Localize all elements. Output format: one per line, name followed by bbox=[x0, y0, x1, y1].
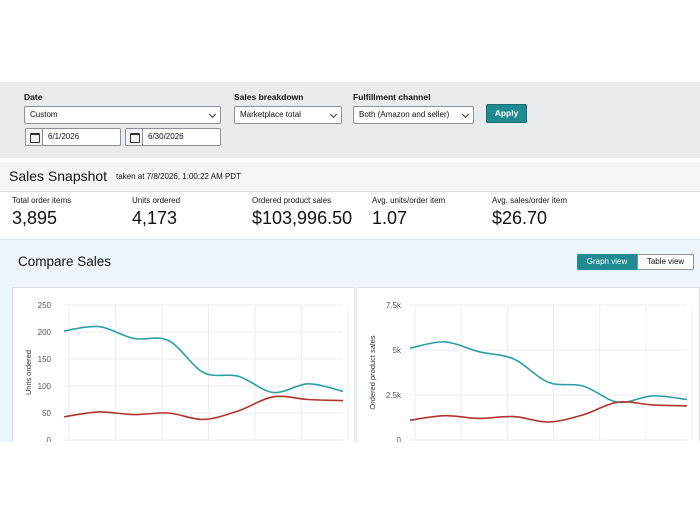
metric-value: 1.07 bbox=[372, 208, 408, 228]
start-date-field[interactable]: 6/1/2026 bbox=[25, 128, 121, 146]
filter-bar: Date Custom 6/1/2026 6/30/2026 Sales bre… bbox=[0, 82, 700, 158]
end-date-value: 6/30/2026 bbox=[148, 132, 184, 141]
chevron-down-icon bbox=[208, 110, 217, 119]
units-ordered-chart-svg: 0 50 100 150 200 250 Units ordered bbox=[24, 301, 349, 442]
metric-value: 4,173 bbox=[132, 208, 178, 228]
snapshot-timestamp: taken at 7/8/2026, 1:00:22 AM PDT bbox=[116, 172, 241, 181]
series-line-red bbox=[63, 395, 344, 421]
compare-sales-title: Compare Sales bbox=[18, 254, 112, 269]
series-line-teal bbox=[63, 325, 344, 394]
metric-total-order-items: Total order items 3,895 bbox=[12, 196, 71, 229]
fulfillment-channel-label: Fulfillment channel bbox=[353, 92, 431, 102]
y-axis-label: Ordered product sales bbox=[368, 335, 377, 409]
ordered-product-sales-chart-svg: 0 2.5k 5k 7.5k Ordered product sales bbox=[368, 301, 693, 442]
fulfillment-channel-value: Both (Amazon and seller) bbox=[359, 110, 450, 119]
sales-breakdown-select[interactable]: Marketplace total bbox=[234, 106, 342, 124]
sales-breakdown-value: Marketplace total bbox=[240, 110, 301, 119]
date-preset-value: Custom bbox=[30, 110, 58, 119]
sales-breakdown-label: Sales breakdown bbox=[234, 92, 304, 102]
y-tick-label: 2.5k bbox=[386, 391, 402, 400]
metric-avg-sales-per-order-item: Avg. sales/order item $26.70 bbox=[492, 196, 567, 229]
metric-label: Avg. sales/order item bbox=[492, 196, 567, 205]
metric-label: Units ordered bbox=[132, 196, 181, 205]
y-tick-label: 150 bbox=[38, 355, 52, 364]
y-tick-label: 0 bbox=[397, 436, 402, 442]
start-date-value: 6/1/2026 bbox=[48, 132, 80, 141]
series-line-teal bbox=[409, 341, 688, 404]
apply-button[interactable]: Apply bbox=[486, 104, 527, 123]
y-tick-label: 250 bbox=[38, 301, 52, 310]
calendar-icon[interactable] bbox=[126, 129, 143, 145]
y-tick-label: 7.5k bbox=[386, 301, 402, 310]
metric-ordered-product-sales: Ordered product sales $103,996.50 bbox=[252, 196, 352, 229]
calendar-icon[interactable] bbox=[26, 129, 43, 145]
y-tick-label: 0 bbox=[47, 436, 52, 442]
series-line-red bbox=[409, 401, 688, 423]
date-preset-select[interactable]: Custom bbox=[24, 106, 221, 124]
metric-label: Ordered product sales bbox=[252, 196, 332, 205]
date-label: Date bbox=[24, 92, 43, 102]
end-date-field[interactable]: 6/30/2026 bbox=[125, 128, 221, 146]
compare-sales-section: Compare Sales Graph view Table view 0 50 1… bbox=[0, 239, 700, 442]
snapshot-title: Sales Snapshot bbox=[9, 168, 108, 184]
y-axis-label: Units ordered bbox=[24, 350, 33, 395]
chevron-down-icon bbox=[329, 110, 338, 119]
sales-snapshot-header: Sales Snapshot taken at 7/8/2026, 1:00:2… bbox=[0, 162, 700, 192]
ordered-product-sales-chart: 0 2.5k 5k 7.5k Ordered product sales bbox=[356, 287, 700, 442]
metric-avg-units-per-order-item: Avg. units/order item 1.07 bbox=[372, 196, 445, 229]
table-view-button[interactable]: Table view bbox=[637, 254, 694, 270]
graph-view-button[interactable]: Graph view bbox=[577, 254, 637, 270]
metric-value: $26.70 bbox=[492, 208, 548, 228]
y-tick-label: 200 bbox=[38, 328, 52, 337]
units-ordered-chart: 0 50 100 150 200 250 Units ordered bbox=[12, 287, 355, 442]
fulfillment-channel-select[interactable]: Both (Amazon and seller) bbox=[353, 106, 474, 124]
chevron-down-icon bbox=[461, 110, 470, 119]
metric-label: Total order items bbox=[12, 196, 72, 205]
y-tick-label: 5k bbox=[393, 346, 402, 355]
metric-label: Avg. units/order item bbox=[372, 196, 446, 205]
y-tick-label: 50 bbox=[42, 409, 51, 418]
sales-dashboard: Date Custom 6/1/2026 6/30/2026 Sales bre… bbox=[0, 82, 700, 442]
metric-value: 3,895 bbox=[12, 208, 58, 228]
metric-units-ordered: Units ordered 4,173 bbox=[132, 196, 180, 229]
y-tick-label: 100 bbox=[38, 382, 52, 391]
metric-value: $103,996.50 bbox=[252, 208, 353, 228]
